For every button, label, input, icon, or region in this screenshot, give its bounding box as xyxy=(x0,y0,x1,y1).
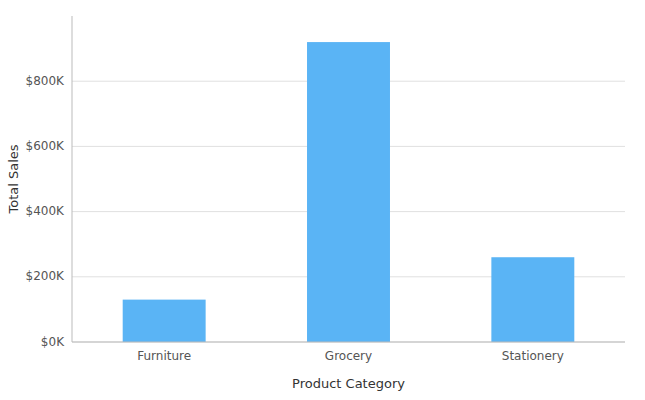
x-tick-label: Grocery xyxy=(325,349,372,363)
bar xyxy=(123,300,206,342)
bar xyxy=(307,42,390,342)
x-tick-label: Stationery xyxy=(502,349,564,363)
bar xyxy=(491,257,574,342)
y-tick-label: $400K xyxy=(26,204,66,218)
bars xyxy=(123,42,575,342)
y-tick-label: $200K xyxy=(26,269,66,283)
y-axis-label: Total Sales xyxy=(6,144,21,214)
chart-svg: $0K $200K $400K $600K $800K Furniture Grocery S… xyxy=(0,0,645,400)
y-axis-line xyxy=(72,16,73,342)
x-axis-label: Product Category xyxy=(292,376,405,391)
x-axis-line xyxy=(72,342,625,343)
y-ticks: $0K $200K $400K $600K $800K xyxy=(26,74,66,349)
y-tick-label: $600K xyxy=(26,139,66,153)
x-tick-label: Furniture xyxy=(137,349,191,363)
y-tick-label: $800K xyxy=(26,74,66,88)
x-ticks: Furniture Grocery Stationery xyxy=(137,349,564,363)
chart-container: $0K $200K $400K $600K $800K Furniture Grocery S… xyxy=(0,0,645,400)
grid-line xyxy=(72,342,625,343)
y-tick-label: $0K xyxy=(41,335,65,349)
